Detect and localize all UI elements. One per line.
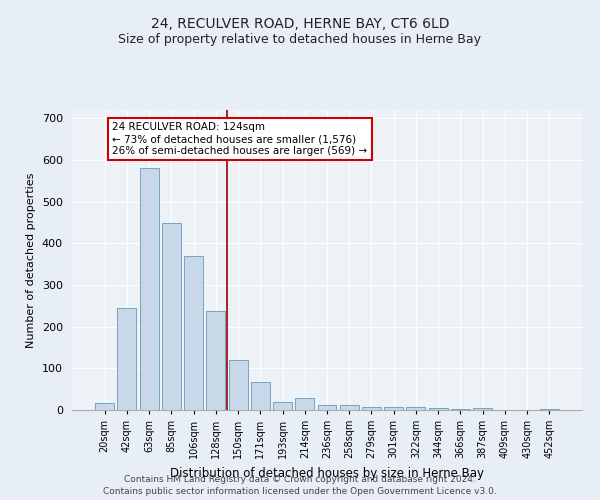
Bar	[384, 407, 403, 410]
Bar	[140, 168, 158, 410]
Text: Contains public sector information licensed under the Open Government Licence v3: Contains public sector information licen…	[103, 487, 497, 496]
Bar	[406, 406, 425, 410]
Bar	[184, 256, 203, 410]
Bar	[429, 408, 448, 410]
Bar	[273, 402, 292, 410]
Bar	[206, 311, 225, 410]
Bar	[340, 405, 359, 410]
Text: 24 RECULVER ROAD: 124sqm
← 73% of detached houses are smaller (1,576)
26% of sem: 24 RECULVER ROAD: 124sqm ← 73% of detach…	[112, 122, 368, 156]
X-axis label: Distribution of detached houses by size in Herne Bay: Distribution of detached houses by size …	[170, 466, 484, 479]
Bar	[540, 409, 559, 410]
Bar	[473, 408, 492, 410]
Text: Size of property relative to detached houses in Herne Bay: Size of property relative to detached ho…	[119, 32, 482, 46]
Bar	[95, 403, 114, 410]
Bar	[295, 398, 314, 410]
Bar	[118, 308, 136, 410]
Bar	[362, 406, 381, 410]
Bar	[317, 405, 337, 410]
Bar	[229, 360, 248, 410]
Bar	[251, 382, 270, 410]
Bar	[162, 222, 181, 410]
Text: Contains HM Land Registry data © Crown copyright and database right 2024.: Contains HM Land Registry data © Crown c…	[124, 475, 476, 484]
Text: 24, RECULVER ROAD, HERNE BAY, CT6 6LD: 24, RECULVER ROAD, HERNE BAY, CT6 6LD	[151, 18, 449, 32]
Bar	[451, 409, 470, 410]
Y-axis label: Number of detached properties: Number of detached properties	[26, 172, 36, 348]
